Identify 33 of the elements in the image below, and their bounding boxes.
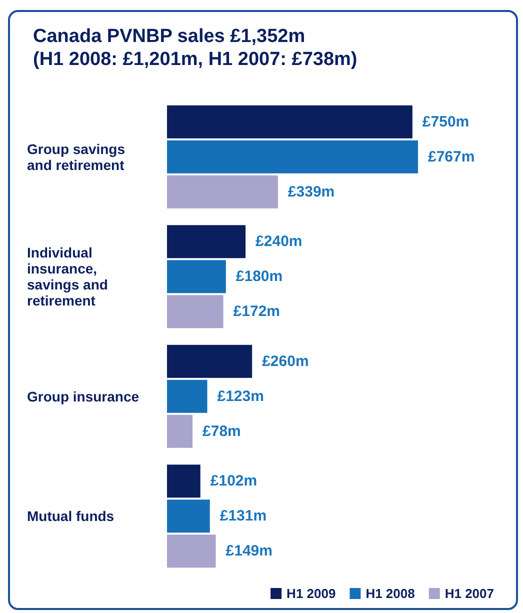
data-label: £172m [233, 303, 280, 320]
data-label: £149m [226, 542, 272, 560]
bar [167, 534, 216, 568]
data-label: £78m [202, 422, 241, 440]
data-label: £180m [236, 268, 283, 286]
bar [167, 140, 418, 174]
bar [167, 464, 200, 498]
bar [167, 225, 246, 258]
data-label: £123m [217, 388, 264, 405]
data-label: £260m [262, 352, 309, 370]
y-tick-label: Group savings and retirement [27, 140, 129, 173]
data-label: £767m [428, 148, 475, 166]
legend-label: H1 2007 [444, 586, 494, 601]
bar [167, 175, 278, 208]
y-tick-label: Mutual funds [27, 508, 114, 524]
data-label: £339m [288, 183, 335, 200]
legend-label: H1 2008 [366, 586, 415, 601]
bar [167, 414, 193, 448]
bar [167, 260, 226, 294]
bar [167, 344, 252, 378]
data-label: £131m [220, 508, 267, 525]
data-label: £102m [210, 472, 258, 490]
bar [167, 380, 208, 413]
bar [167, 295, 224, 328]
y-tick-label: Group insurance [27, 388, 140, 404]
bar [167, 500, 210, 533]
data-label: £240m [256, 233, 302, 250]
legend-label: H1 2009 [286, 586, 336, 601]
data-label: £750m [422, 113, 470, 130]
chart-subtitle: (H1 2008: £1,201m, H1 2007: £738m) [33, 49, 358, 70]
y-tick-label: Individual insurance, savings and retirement [27, 244, 112, 309]
chart-title: Canada PVNBP sales £1,352m [33, 26, 306, 47]
bar [167, 105, 412, 138]
